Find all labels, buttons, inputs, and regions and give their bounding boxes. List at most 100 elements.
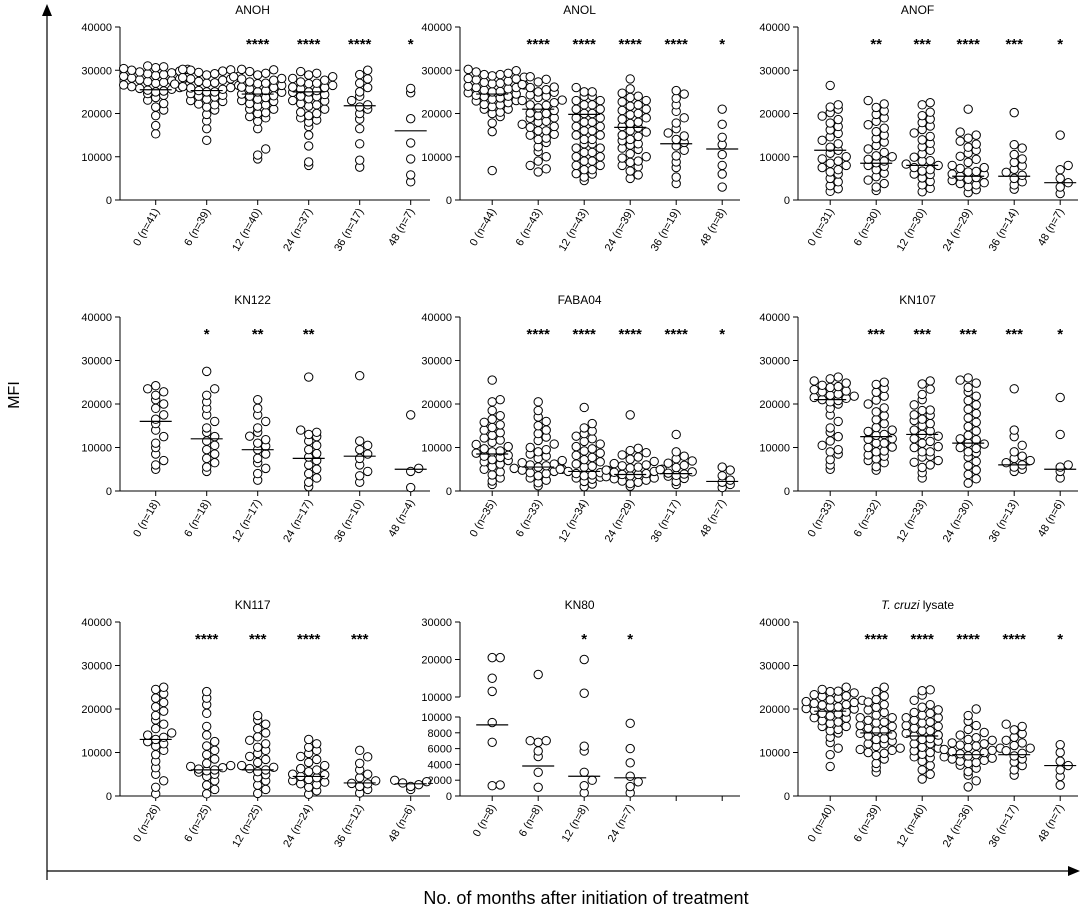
data-point (261, 107, 271, 118)
y-tick-label: 30000 (759, 65, 790, 77)
data-point (487, 375, 497, 385)
data-point (879, 403, 889, 413)
data-point (963, 104, 973, 114)
data-point (925, 447, 935, 457)
y-tick-label: 10000 (759, 443, 790, 455)
data-point (533, 156, 543, 166)
data-point (801, 696, 811, 707)
data-point (633, 131, 643, 142)
data-point (879, 438, 889, 448)
x-category-label: 12 (n=17) (230, 498, 264, 545)
panel-title: KN122 (234, 293, 271, 307)
data-point (406, 138, 416, 148)
data-point (863, 399, 873, 409)
data-point (312, 100, 322, 110)
data-point (679, 113, 689, 123)
data-point (143, 730, 153, 740)
data-point (925, 717, 935, 727)
data-point (253, 70, 263, 80)
data-point (253, 150, 263, 160)
data-point (533, 447, 543, 457)
y-tick-label: 0 (446, 791, 452, 803)
data-point (151, 62, 161, 73)
data-point (671, 462, 681, 473)
data-point (159, 69, 169, 80)
data-point (261, 739, 271, 749)
significance-marker: **** (573, 326, 597, 343)
data-point (649, 456, 659, 467)
data-point (541, 100, 551, 110)
data-point (641, 468, 651, 479)
data-point (917, 100, 927, 110)
data-point (717, 104, 727, 114)
data-point (671, 118, 681, 128)
data-point (963, 157, 973, 168)
data-point (863, 144, 873, 154)
x-category-label: 48 (n=4) (386, 498, 417, 540)
x-category-label: 24 (n=30) (941, 498, 975, 545)
data-point (304, 130, 314, 140)
data-point (871, 750, 881, 761)
data-point (151, 723, 161, 734)
data-point (871, 387, 881, 397)
data-point (879, 123, 889, 133)
data-point (463, 64, 473, 75)
data-point (863, 747, 873, 758)
data-point (971, 408, 981, 419)
data-point (579, 471, 589, 481)
significance-marker: **** (195, 631, 219, 648)
data-point (671, 470, 681, 481)
data-point (933, 441, 943, 452)
x-category-label: 6 (n=8) (517, 803, 545, 839)
data-point (617, 105, 627, 116)
data-point (887, 713, 897, 723)
data-point (971, 474, 981, 484)
x-category-label: 6 (n=39) (852, 803, 883, 845)
data-point (363, 100, 373, 110)
data-point (855, 720, 865, 731)
data-point (971, 391, 981, 401)
y-tick-label: 10000 (81, 443, 112, 455)
panel-4: FABA04 0 10000 20000 30000 40000 0 (n=35) 6 (n=… (421, 293, 740, 545)
data-point (879, 691, 889, 701)
data-point (487, 454, 497, 465)
data-point (979, 755, 989, 766)
data-point (917, 110, 927, 121)
data-point (971, 130, 981, 140)
data-point (495, 411, 505, 421)
data-point (549, 82, 559, 92)
data-point (679, 89, 689, 99)
y-tick-label: 10000 (421, 152, 452, 164)
x-category-label: 36 (n=17) (332, 207, 366, 254)
data-point (587, 434, 597, 444)
data-point (159, 399, 169, 409)
data-point (495, 446, 505, 456)
data-point (833, 717, 843, 727)
data-point (571, 104, 581, 114)
data-point (159, 410, 169, 420)
data-point (671, 429, 681, 440)
data-point (587, 134, 597, 145)
data-point (971, 720, 981, 731)
data-point (595, 95, 605, 106)
data-point (363, 449, 373, 459)
significance-marker: *** (1005, 326, 1023, 343)
data-point (917, 774, 927, 784)
data-point (625, 84, 635, 94)
data-point (143, 384, 153, 394)
data-point (304, 110, 314, 121)
data-point (210, 449, 220, 459)
data-point (963, 421, 973, 432)
data-point (841, 160, 851, 171)
data-point (487, 405, 497, 416)
data-point (210, 431, 220, 442)
data-point (135, 75, 145, 85)
data-point (909, 152, 919, 162)
data-point (625, 781, 635, 792)
data-point (909, 425, 919, 435)
data-point (917, 405, 927, 416)
data-point (849, 697, 859, 708)
data-point (269, 91, 279, 101)
data-point (533, 669, 543, 680)
data-point (971, 456, 981, 467)
